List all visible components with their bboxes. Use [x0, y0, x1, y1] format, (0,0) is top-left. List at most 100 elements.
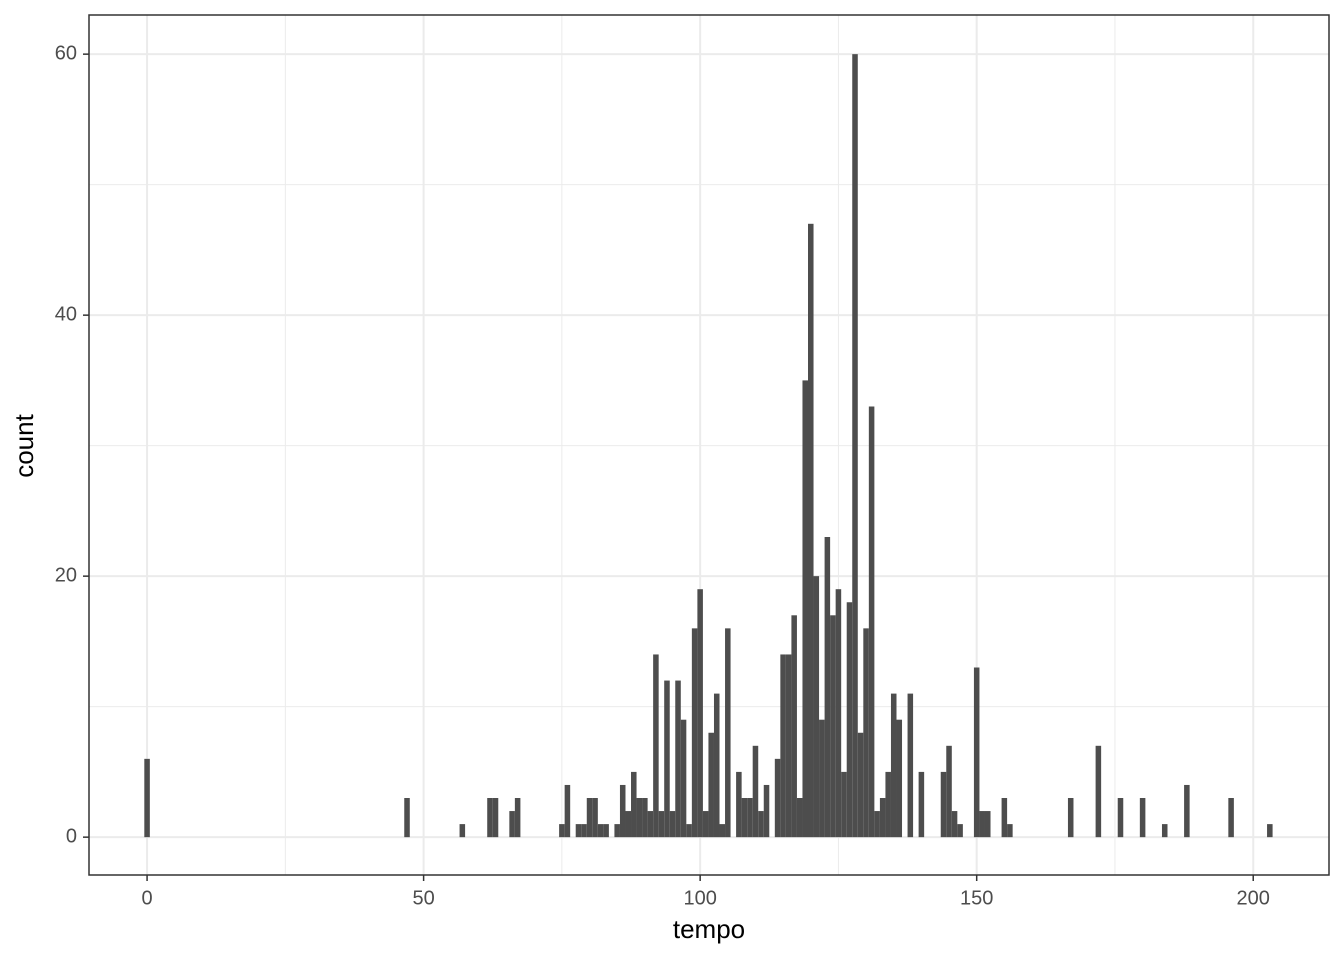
- bar: [597, 824, 604, 838]
- bar: [890, 693, 897, 838]
- bar: [1184, 784, 1190, 838]
- bar: [1267, 824, 1273, 838]
- bar: [780, 654, 786, 838]
- bar: [564, 784, 571, 838]
- bar: [940, 771, 947, 838]
- bar: [907, 693, 914, 838]
- bar: [957, 824, 963, 838]
- bar: [581, 824, 587, 838]
- bar: [874, 811, 880, 838]
- bar: [144, 758, 150, 838]
- bars: [144, 54, 1273, 838]
- bar: [559, 824, 565, 838]
- bar: [973, 667, 980, 838]
- bar: [835, 589, 842, 838]
- bar: [702, 811, 709, 838]
- bar: [686, 824, 692, 838]
- bar: [1161, 824, 1168, 838]
- bar: [708, 732, 714, 838]
- bar: [984, 811, 991, 838]
- bar: [697, 589, 703, 838]
- bar: [1139, 798, 1146, 838]
- bar: [625, 811, 632, 838]
- x-tick-label: 100: [683, 887, 716, 909]
- bar: [642, 798, 648, 838]
- bar: [752, 745, 759, 838]
- bar: [813, 576, 820, 838]
- bar: [653, 654, 659, 838]
- y-tick-label: 60: [55, 42, 77, 64]
- bar: [841, 771, 847, 838]
- bar: [736, 771, 742, 838]
- bar: [824, 537, 831, 838]
- bar: [514, 798, 521, 838]
- panel: [89, 15, 1329, 875]
- bar: [808, 223, 814, 838]
- bar: [774, 758, 781, 838]
- bar: [669, 811, 676, 838]
- bar: [1067, 798, 1074, 838]
- bar: [857, 732, 864, 838]
- y-axis-title: count: [9, 413, 39, 477]
- bar: [747, 798, 753, 838]
- bar: [819, 719, 825, 838]
- bar: [1117, 798, 1124, 838]
- y-tick-label: 0: [66, 825, 77, 847]
- grid: [89, 15, 1329, 875]
- bar: [802, 380, 809, 838]
- y-tick-label: 40: [55, 303, 77, 325]
- bar: [785, 654, 792, 838]
- bar: [758, 811, 764, 838]
- y-tick-label: 20: [55, 564, 77, 586]
- bar: [575, 824, 582, 838]
- bar: [763, 784, 770, 838]
- bar: [946, 745, 952, 838]
- bar: [658, 811, 665, 838]
- bar: [509, 811, 515, 838]
- bar: [868, 406, 875, 838]
- bar: [796, 798, 803, 838]
- bar: [675, 680, 681, 838]
- bar: [619, 784, 626, 838]
- bar: [680, 719, 687, 838]
- bar: [979, 811, 985, 838]
- bar: [492, 798, 499, 838]
- bar: [603, 824, 609, 838]
- bar: [1228, 798, 1234, 838]
- bar: [863, 628, 869, 838]
- x-tick-label: 0: [142, 887, 153, 909]
- bar: [719, 824, 726, 838]
- bar: [404, 798, 410, 838]
- bar: [896, 719, 903, 838]
- bar: [852, 54, 858, 838]
- bar: [592, 798, 598, 838]
- bar: [614, 824, 620, 838]
- x-tick-label: 200: [1237, 887, 1270, 909]
- bar: [879, 798, 886, 838]
- bar: [647, 811, 654, 838]
- bar: [846, 602, 853, 838]
- bar: [664, 680, 670, 838]
- bar: [636, 798, 643, 838]
- panel-border: [88, 14, 1330, 876]
- bar: [830, 615, 836, 838]
- x-axis-title: tempo: [673, 914, 745, 944]
- bar: [725, 628, 731, 838]
- bar: [713, 693, 720, 838]
- bar: [1095, 745, 1102, 838]
- x-tick-label: 50: [412, 887, 434, 909]
- x-tick-label: 150: [960, 887, 993, 909]
- bar: [885, 771, 891, 838]
- bar: [1007, 824, 1013, 838]
- axes: 0 50 100 150 200 0 20 40 60: [55, 14, 1330, 909]
- bar: [741, 798, 748, 838]
- bar: [691, 628, 698, 838]
- bar: [951, 811, 958, 838]
- bar: [791, 615, 797, 838]
- bar: [631, 771, 637, 838]
- bar: [487, 798, 493, 838]
- bar: [586, 798, 593, 838]
- bar: [918, 771, 925, 838]
